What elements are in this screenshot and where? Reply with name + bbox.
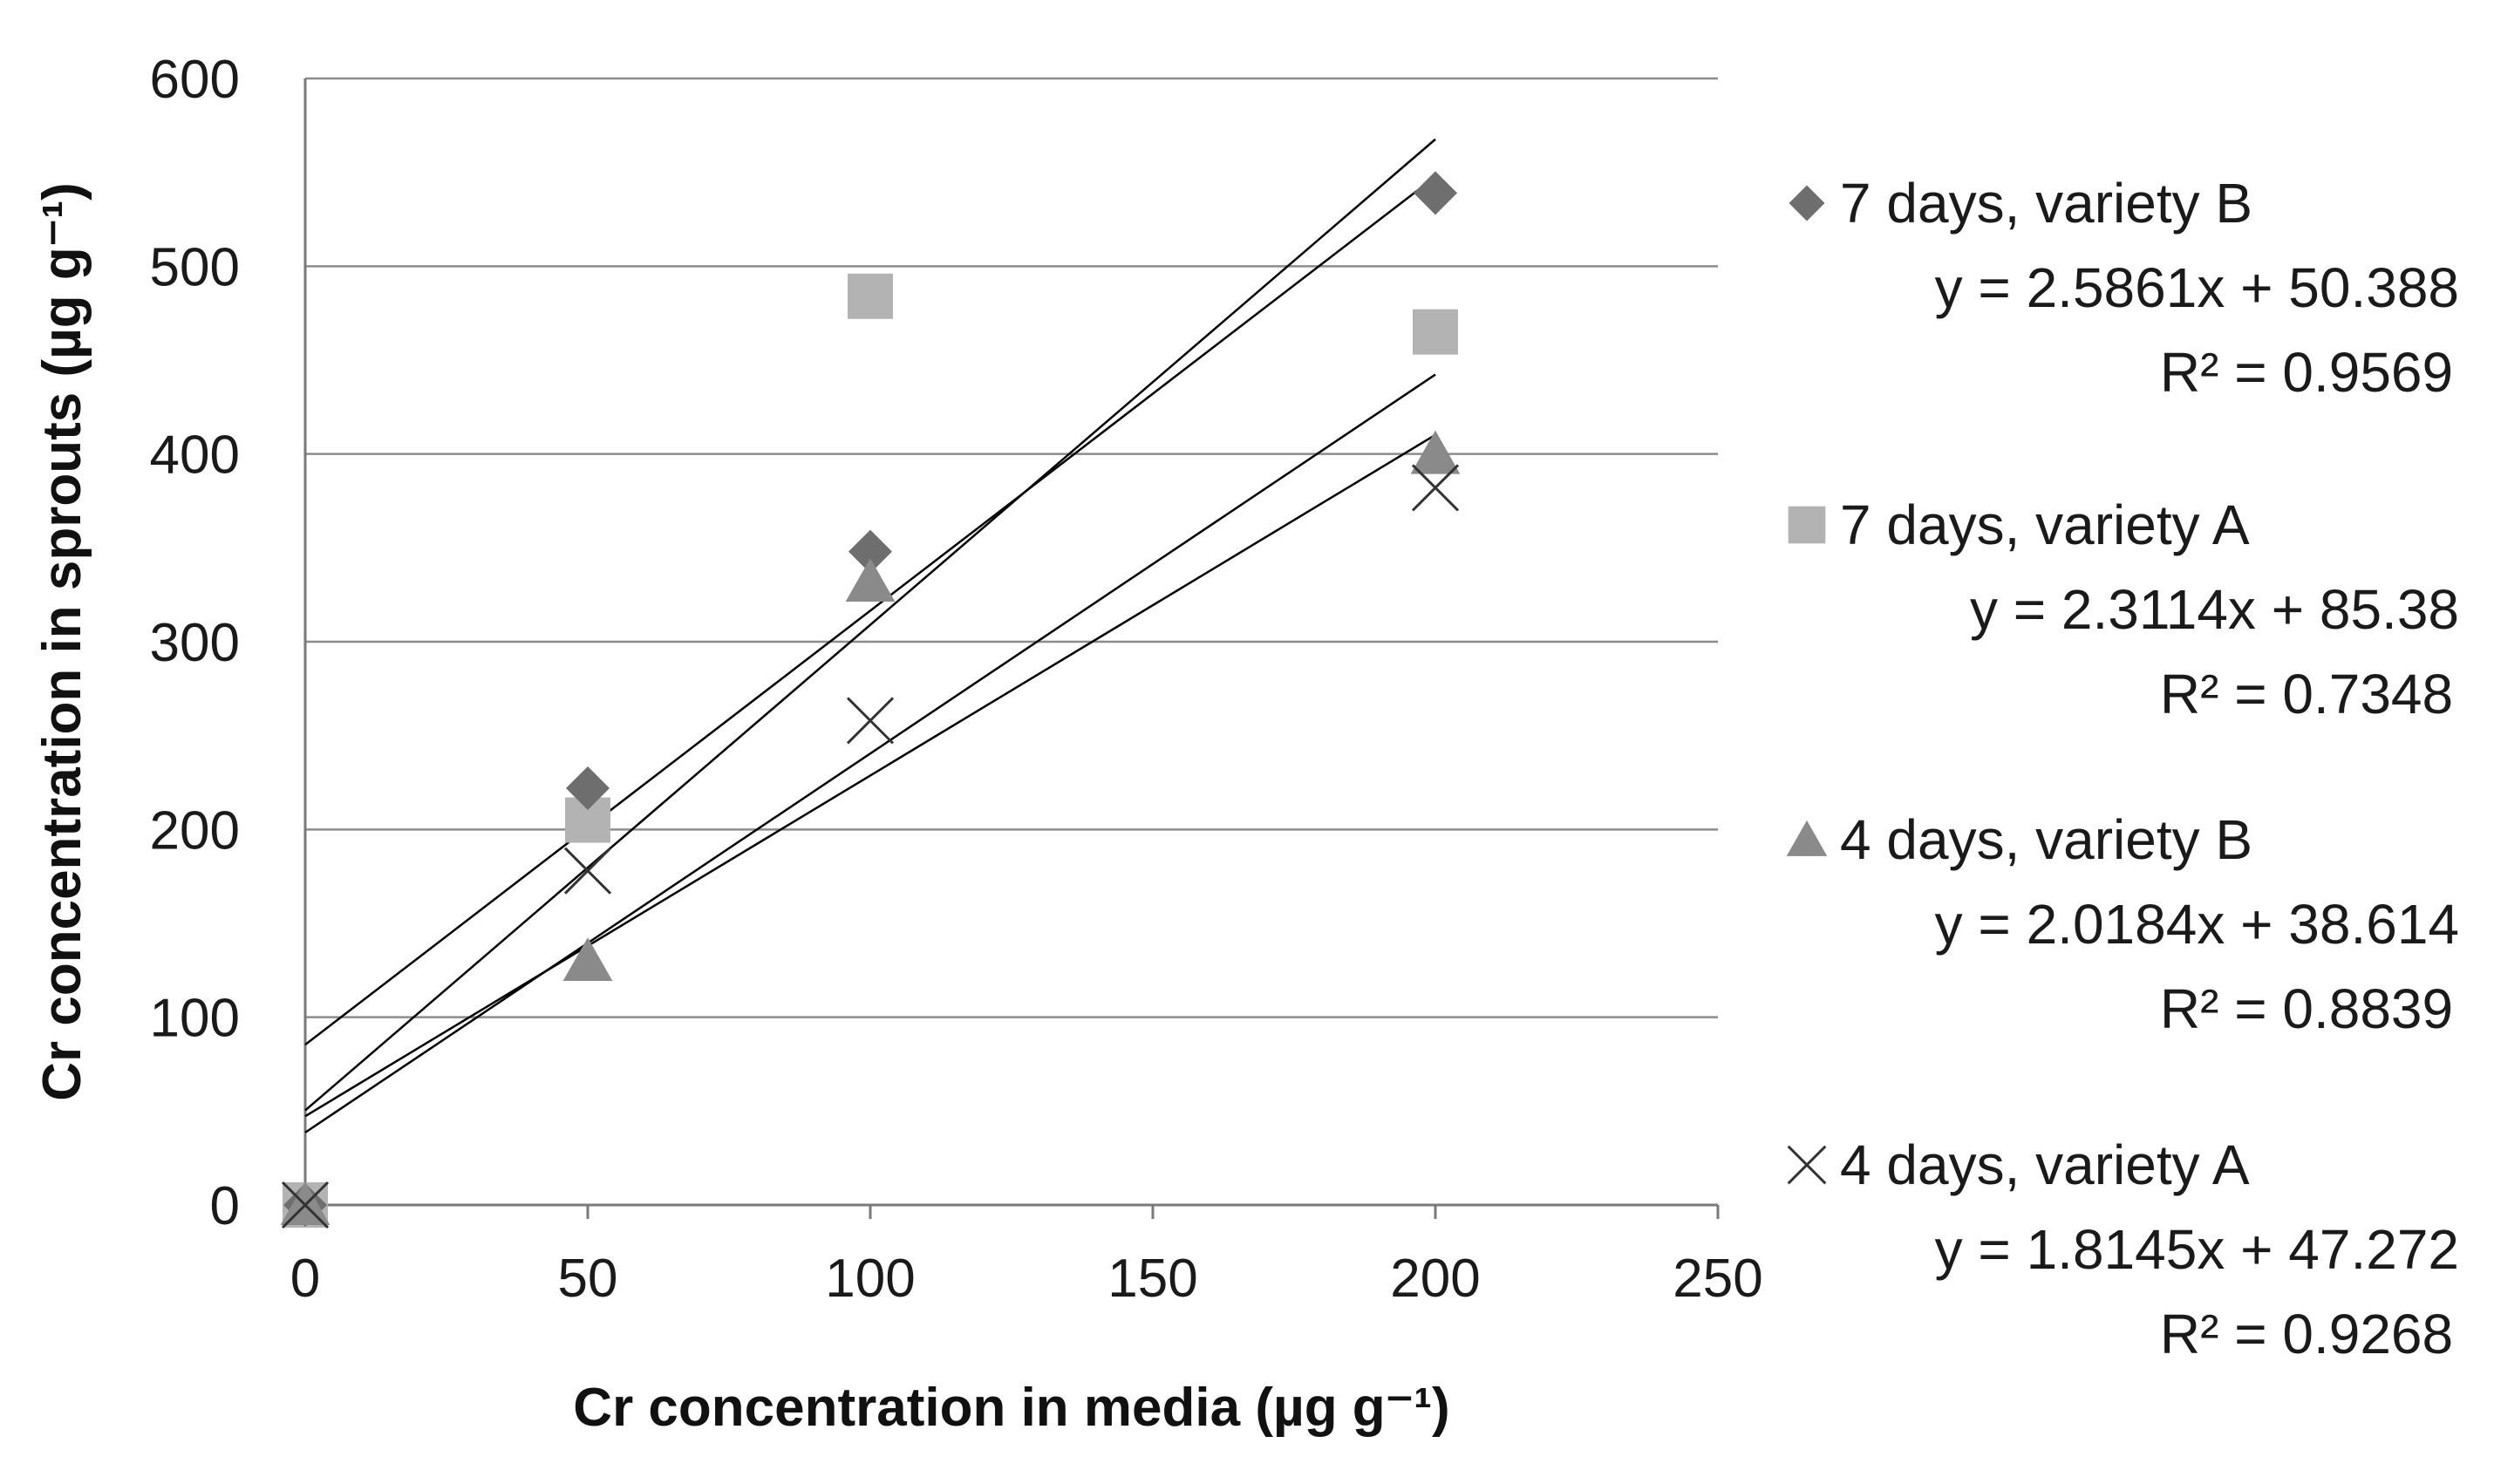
trendline-series-3 — [304, 373, 1436, 1133]
y-tick-label-100: 100 — [150, 989, 240, 1049]
legend-r2-2: R² = 0.7348 — [2160, 663, 2453, 725]
point-series-1-1 — [566, 766, 610, 810]
point-series-2-3 — [1413, 309, 1458, 355]
y-tick-label-400: 400 — [150, 425, 240, 486]
tick-labels: 0 100 200 300 400 500 600 0 50 100 150 200 250 — [150, 50, 1763, 1309]
legend-marker-4 — [1787, 1145, 1827, 1185]
grid — [305, 77, 1718, 1018]
point-series-4-3-stroke-b — [1411, 464, 1460, 512]
legend-equation-4: y = 1.8145x + 47.272 — [1935, 1218, 2459, 1281]
legend: 7 days, variety B y = 2.5861x + 50.388 R² … — [1786, 172, 2459, 1365]
point-series-3-3 — [1410, 430, 1461, 474]
point-series-4-0 — [281, 1181, 330, 1229]
point-series-4-2-stroke-b — [846, 697, 895, 745]
x-tick-label-200: 200 — [1390, 1249, 1480, 1309]
point-series-4-1-stroke-b — [563, 847, 612, 895]
legend-equation-3: y = 2.0184x + 38.614 — [1935, 893, 2459, 956]
point-series-2-2 — [848, 273, 893, 319]
y-tick-label-600: 600 — [150, 50, 240, 110]
y-tick-label-0: 0 — [210, 1176, 240, 1236]
y-tick-label-500: 500 — [150, 237, 240, 297]
legend-label-4: 4 days, variety A — [1840, 1133, 2250, 1196]
point-series-4-1 — [563, 847, 612, 895]
legend-label-2: 7 days, variety A — [1840, 494, 2250, 556]
y-tick-label-300: 300 — [150, 613, 240, 673]
point-series-1-3 — [1414, 171, 1457, 215]
x-tick-label-150: 150 — [1107, 1249, 1197, 1309]
trendlines — [304, 138, 1436, 1133]
legend-marker-4-stroke-b — [1787, 1145, 1827, 1185]
point-series-3-1 — [562, 937, 613, 982]
trendline-series-4 — [304, 433, 1436, 1118]
point-series-3-2 — [845, 558, 896, 602]
trendline-series-2 — [304, 175, 1436, 1046]
x-axis-title: Cr concentration in media (µg g⁻¹) — [573, 1378, 1449, 1438]
legend-entry-3: 4 days, variety B y = 2.0184x + 38.614 R² … — [1786, 808, 2459, 1040]
x-tick-label-100: 100 — [825, 1249, 915, 1309]
x-tick-label-0: 0 — [290, 1249, 320, 1309]
legend-entry-4: 4 days, variety A y = 1.8145x + 47.272 R² … — [1787, 1133, 2459, 1365]
x-tick-label-250: 250 — [1673, 1249, 1762, 1309]
data-points — [280, 171, 1461, 1229]
legend-entry-1: 7 days, variety B y = 2.5861x + 50.388 R² … — [1789, 172, 2459, 404]
axes — [303, 78, 1720, 1219]
legend-entry-2: 7 days, variety A y = 2.3114x + 85.38 R² =… — [1788, 494, 2459, 725]
legend-equation-2: y = 2.3114x + 85.38 — [1970, 578, 2459, 641]
trendline-series-1 — [304, 138, 1436, 1112]
legend-equation-1: y = 2.5861x + 50.388 — [1935, 256, 2459, 319]
y-axis-title: Cr concentration in sprouts (µg g⁻¹) — [32, 182, 92, 1101]
y-tick-label-200: 200 — [150, 800, 240, 861]
point-series-4-0-stroke-b — [281, 1181, 330, 1229]
legend-r2-4: R² = 0.9268 — [2160, 1303, 2453, 1365]
legend-label-3: 4 days, variety B — [1840, 808, 2252, 871]
legend-r2-1: R² = 0.9569 — [2160, 341, 2453, 404]
point-series-1-2 — [848, 529, 892, 574]
point-series-4-3 — [1411, 464, 1460, 512]
x-tick-label-50: 50 — [558, 1249, 618, 1309]
legend-marker-3 — [1786, 820, 1828, 856]
legend-label-1: 7 days, variety B — [1840, 172, 2252, 235]
point-series-4-2 — [846, 697, 895, 745]
legend-marker-2 — [1788, 506, 1826, 544]
legend-r2-3: R² = 0.8839 — [2160, 977, 2453, 1040]
legend-marker-1 — [1789, 185, 1825, 221]
